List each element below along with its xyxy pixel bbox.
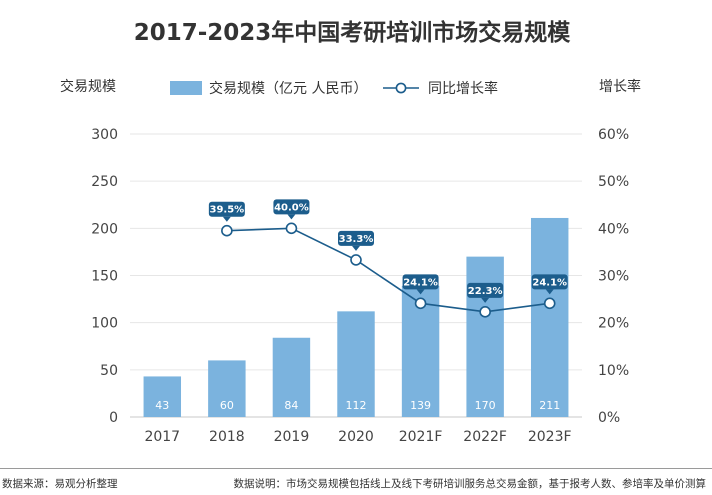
rate-label-box — [467, 282, 504, 298]
bar-value-label: 170 — [475, 399, 496, 412]
right-tick-label: 10% — [598, 363, 629, 379]
x-tick-label: 2020 — [338, 429, 374, 445]
rate-label-pointer — [287, 214, 296, 220]
rate-label: 24.1% — [532, 277, 567, 288]
line-point — [221, 224, 233, 237]
bar — [337, 311, 375, 417]
x-tick-label: 2021F — [399, 429, 443, 445]
right-tick-label: 50% — [598, 174, 629, 190]
line-point — [350, 254, 362, 266]
rate-label-pointer — [416, 289, 425, 295]
right-tick-label: 30% — [598, 269, 629, 285]
rate-label: 39.5% — [210, 205, 245, 216]
rate-label-pointer — [545, 289, 554, 295]
right-tick-label: 40% — [598, 221, 629, 237]
footer-note: 数据说明：市场交易规模包括线上及线下考研培训服务总交易金额，基于报考人数、参培率… — [233, 478, 707, 490]
rate-label-box — [531, 274, 568, 290]
legend: 交易规模（亿元 人民币） 同比增长率 — [170, 80, 498, 97]
chart-title: 2017-2023年中国考研培训市场交易规模 — [134, 19, 572, 46]
footer-source: 数据来源：易观分析整理 — [2, 478, 118, 490]
bar — [143, 376, 182, 417]
left-tick-label: 150 — [91, 269, 118, 285]
x-tick-label: 2019 — [274, 429, 310, 445]
rate-label-box — [208, 201, 245, 217]
bar-value-label: 139 — [410, 399, 431, 412]
bar — [272, 337, 311, 417]
bars: 43 60 84 112 139 170 211 — [143, 217, 569, 417]
rate-label-box — [402, 274, 439, 290]
rate-label: 40.0% — [274, 202, 309, 213]
left-tick-label: 250 — [91, 174, 118, 190]
bar-value-label: 43 — [155, 399, 169, 412]
bar-value-label: 84 — [284, 399, 298, 412]
growth-line: 39.5% 40.0% 33.3% 24.1% 22.3% 24.1% — [208, 199, 568, 318]
rate-label-pointer — [352, 245, 360, 251]
bar — [466, 256, 504, 417]
bar-value-label: 211 — [539, 399, 560, 412]
line-point — [414, 297, 427, 310]
rate-label-box — [273, 199, 310, 215]
legend-bar-label: 交易规模（亿元 人民币） — [209, 80, 367, 97]
x-tick-label: 2018 — [209, 429, 245, 445]
line-point — [543, 297, 556, 310]
left-axis-title: 交易规模 — [60, 78, 116, 95]
rate-label: 24.1% — [403, 277, 438, 288]
x-axis: 2017 2018 2019 2020 2021F 2022F 2023F — [144, 429, 571, 445]
bar-value-label: 112 — [346, 399, 367, 412]
legend-bar-swatch — [170, 81, 202, 95]
bar — [530, 217, 569, 417]
footer-divider — [0, 468, 712, 469]
legend-line-marker — [395, 82, 407, 94]
left-tick-label: 50 — [100, 363, 118, 379]
rate-label-pointer — [222, 216, 231, 222]
left-tick-label: 300 — [91, 127, 118, 143]
bar — [208, 360, 246, 417]
line-point — [479, 306, 491, 318]
right-axis: 0% 10% 20% 30% 40% 50% 60% — [598, 127, 629, 426]
right-axis-title: 增长率 — [599, 78, 641, 95]
right-tick-label: 20% — [598, 316, 629, 332]
bar-value-label: 60 — [220, 399, 234, 412]
growth-line-path — [226, 227, 550, 313]
legend-line-label: 同比增长率 — [428, 80, 498, 97]
x-tick-label: 2023F — [528, 429, 572, 445]
right-tick-label: 0% — [598, 410, 620, 426]
left-axis: 0 50 100 150 200 250 300 — [91, 127, 118, 426]
right-tick-label: 60% — [598, 127, 629, 143]
left-tick-label: 0 — [109, 410, 118, 426]
rate-label: 33.3% — [339, 234, 374, 245]
rate-label: 22.3% — [468, 286, 503, 297]
x-tick-label: 2017 — [144, 429, 180, 445]
rate-label-box — [338, 230, 374, 246]
left-tick-label: 200 — [91, 221, 118, 237]
x-tick-label: 2022F — [463, 429, 507, 445]
line-point — [285, 222, 298, 235]
rate-label-pointer — [481, 297, 490, 303]
left-tick-label: 100 — [91, 316, 118, 332]
